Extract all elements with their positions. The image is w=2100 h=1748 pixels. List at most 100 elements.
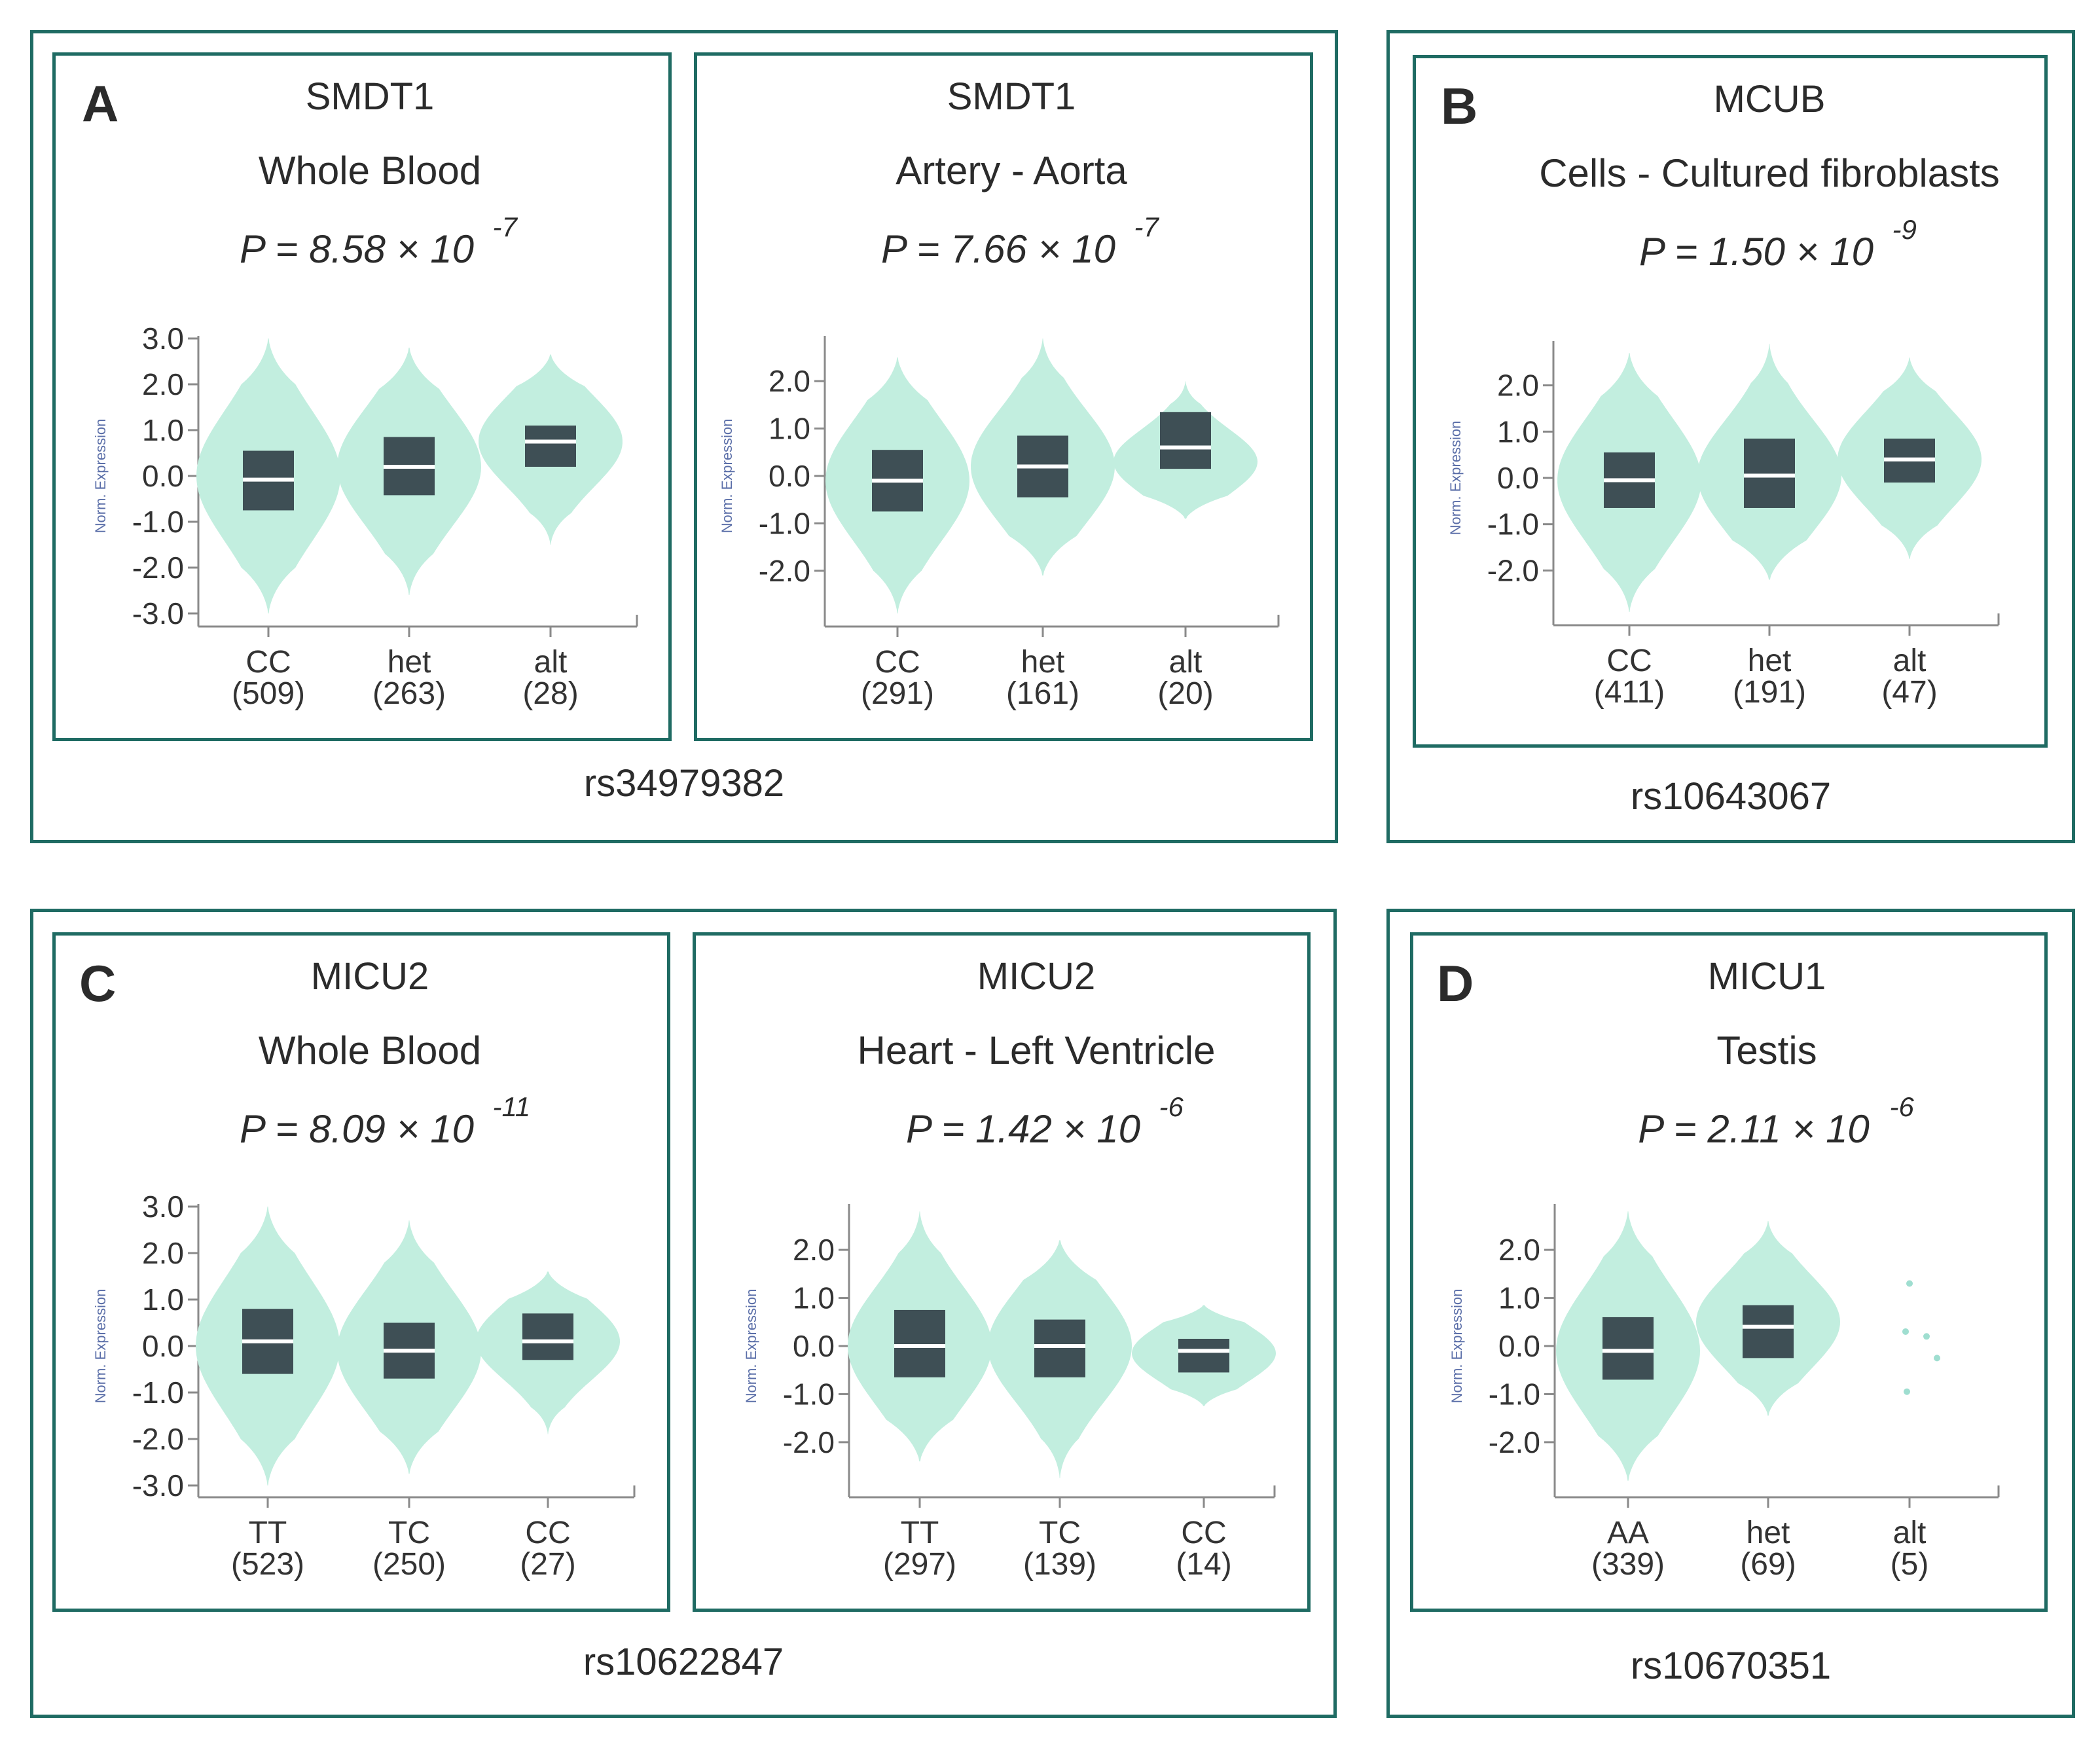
- y-tick-label: 0.0: [1498, 1329, 1540, 1363]
- category-label: CC: [245, 645, 291, 680]
- p-value: P = 2.11 × 10: [1638, 1107, 1870, 1151]
- category-count: (250): [372, 1547, 446, 1582]
- y-axis-label: Norm. Expression: [743, 1289, 759, 1404]
- y-tick-label: -1.0: [1489, 1377, 1540, 1411]
- y-axis-label: Norm. Expression: [92, 419, 109, 534]
- category-label: TT: [901, 1516, 939, 1550]
- violin-chart: SMDT1 Artery - Aorta P = 7.66 × 10 -7 2.0 1.0…: [719, 75, 1280, 711]
- category-label: alt: [534, 645, 568, 680]
- category-label: het: [388, 645, 431, 680]
- category-label: TC: [1039, 1516, 1081, 1550]
- data-point: [1923, 1333, 1930, 1340]
- y-tick-label: -1.0: [1487, 507, 1539, 541]
- panel-letter: A: [82, 75, 118, 132]
- y-tick-label: -1.0: [132, 505, 184, 539]
- category-label: CC: [525, 1516, 570, 1550]
- y-tick-label: -2.0: [783, 1425, 835, 1459]
- category-count: (291): [861, 676, 934, 711]
- category-count: (14): [1176, 1547, 1231, 1582]
- violin-chart: B MCUB Cells - Cultured fibroblasts P = 1.5…: [1441, 77, 2000, 710]
- plot-panel-micu1-testis: D MICU1 Testis P = 2.11 × 10 -6 2.0 1.0 0.0 -1.0…: [1410, 932, 2048, 1612]
- p-value: P = 7.66 × 10: [881, 227, 1115, 271]
- category-count: (20): [1157, 676, 1213, 711]
- category-label: het: [1021, 645, 1065, 680]
- y-tick-label: -2.0: [132, 1422, 184, 1456]
- y-tick-label: -1.0: [132, 1375, 184, 1410]
- tissue-title: Artery - Aorta: [896, 149, 1127, 192]
- y-tick-label: -3.0: [132, 1468, 184, 1502]
- y-tick-label: 3.0: [142, 321, 184, 355]
- y-tick-label: 2.0: [1498, 1233, 1540, 1267]
- category-count: (69): [1740, 1547, 1796, 1582]
- p-value-exponent: -7: [1134, 211, 1160, 242]
- category-count: (161): [1006, 676, 1079, 711]
- data-point: [1934, 1355, 1940, 1362]
- p-value: P = 1.50 × 10: [1639, 230, 1874, 274]
- category-count: (339): [1591, 1547, 1665, 1582]
- y-tick-label: 2.0: [142, 1236, 184, 1270]
- panel-letter: B: [1441, 77, 1477, 135]
- y-tick-label: 0.0: [142, 459, 184, 493]
- gene-title: MICU2: [311, 955, 429, 998]
- plot-panel-micu2-whole-blood: C MICU2 Whole Blood P = 8.09 × 10 -11 3.0 2.0 1…: [52, 932, 670, 1612]
- y-tick-label: -1.0: [783, 1377, 835, 1411]
- y-tick-label: -2.0: [1489, 1425, 1540, 1459]
- data-point: [1906, 1280, 1913, 1287]
- iqr-box: [1743, 1305, 1794, 1358]
- category-count: (411): [1594, 675, 1665, 710]
- category-count: (47): [1881, 675, 1937, 710]
- category-label: CC: [1181, 1516, 1226, 1550]
- iqr-box: [1744, 438, 1795, 508]
- y-axis-label: Norm. Expression: [1449, 1289, 1465, 1404]
- category-label: CC: [875, 645, 920, 680]
- p-value-exponent: -6: [1159, 1091, 1184, 1122]
- category-count: (297): [883, 1547, 956, 1582]
- iqr-box: [1178, 1338, 1229, 1373]
- tissue-title: Whole Blood: [259, 1029, 481, 1072]
- tissue-title: Heart - Left Ventricle: [858, 1029, 1216, 1072]
- y-tick-label: -2.0: [759, 554, 810, 588]
- y-tick-label: 1.0: [1497, 414, 1539, 448]
- y-tick-label: 2.0: [1497, 369, 1539, 403]
- plot-panel-smdt1-whole-blood: A SMDT1 Whole Blood P = 8.58 × 10 -7 3.0 2.0 1.…: [52, 52, 672, 741]
- category-label: alt: [1893, 644, 1927, 678]
- category-count: (509): [232, 676, 305, 711]
- p-value-exponent: -11: [493, 1091, 531, 1122]
- category-count: (523): [231, 1547, 304, 1582]
- y-axis-label: Norm. Expression: [1447, 421, 1464, 536]
- iqr-box: [894, 1309, 945, 1377]
- category-label: het: [1748, 644, 1792, 678]
- snp-caption: rs10622847: [583, 1641, 784, 1683]
- snp-caption: rs10643067: [1630, 775, 1832, 818]
- category-label: alt: [1169, 645, 1203, 680]
- iqr-box: [1034, 1319, 1085, 1377]
- tissue-title: Cells - Cultured fibroblasts: [1539, 151, 2000, 195]
- p-value-exponent: -9: [1892, 214, 1917, 245]
- violin-chart: A SMDT1 Whole Blood P = 8.58 × 10 -7 3.0 2.0 1.…: [82, 75, 638, 711]
- category-label: het: [1747, 1516, 1790, 1550]
- gene-title: MCUB: [1714, 78, 1826, 120]
- y-tick-label: 1.0: [793, 1281, 835, 1315]
- iqr-box: [1602, 1317, 1654, 1380]
- category-label: CC: [1606, 644, 1652, 678]
- data-point: [1904, 1388, 1910, 1395]
- plot-panel-mcub-fibroblasts: B MCUB Cells - Cultured fibroblasts P = 1.5…: [1413, 55, 2048, 748]
- plot-panel-micu2-heart-left-ventricle: MICU2 Heart - Left Ventricle P = 1.42 × 10…: [693, 932, 1311, 1612]
- y-tick-label: -2.0: [1487, 553, 1539, 587]
- category-label: TC: [388, 1516, 430, 1550]
- category-count: (191): [1733, 675, 1806, 710]
- tissue-title: Whole Blood: [259, 149, 481, 192]
- gene-title: SMDT1: [947, 75, 1076, 118]
- p-value-exponent: -7: [493, 211, 518, 242]
- category-count: (263): [372, 676, 446, 711]
- p-value: P = 8.58 × 10: [240, 227, 474, 271]
- p-value: P = 8.09 × 10: [240, 1107, 474, 1151]
- iqr-box: [525, 426, 576, 467]
- tissue-title: Testis: [1716, 1029, 1817, 1072]
- y-axis-label: Norm. Expression: [719, 419, 735, 534]
- gene-title: MICU2: [977, 955, 1095, 998]
- y-tick-label: 1.0: [142, 413, 184, 447]
- category-label: alt: [1893, 1516, 1927, 1550]
- y-tick-label: 0.0: [769, 459, 810, 493]
- snp-caption: rs34979382: [583, 762, 785, 805]
